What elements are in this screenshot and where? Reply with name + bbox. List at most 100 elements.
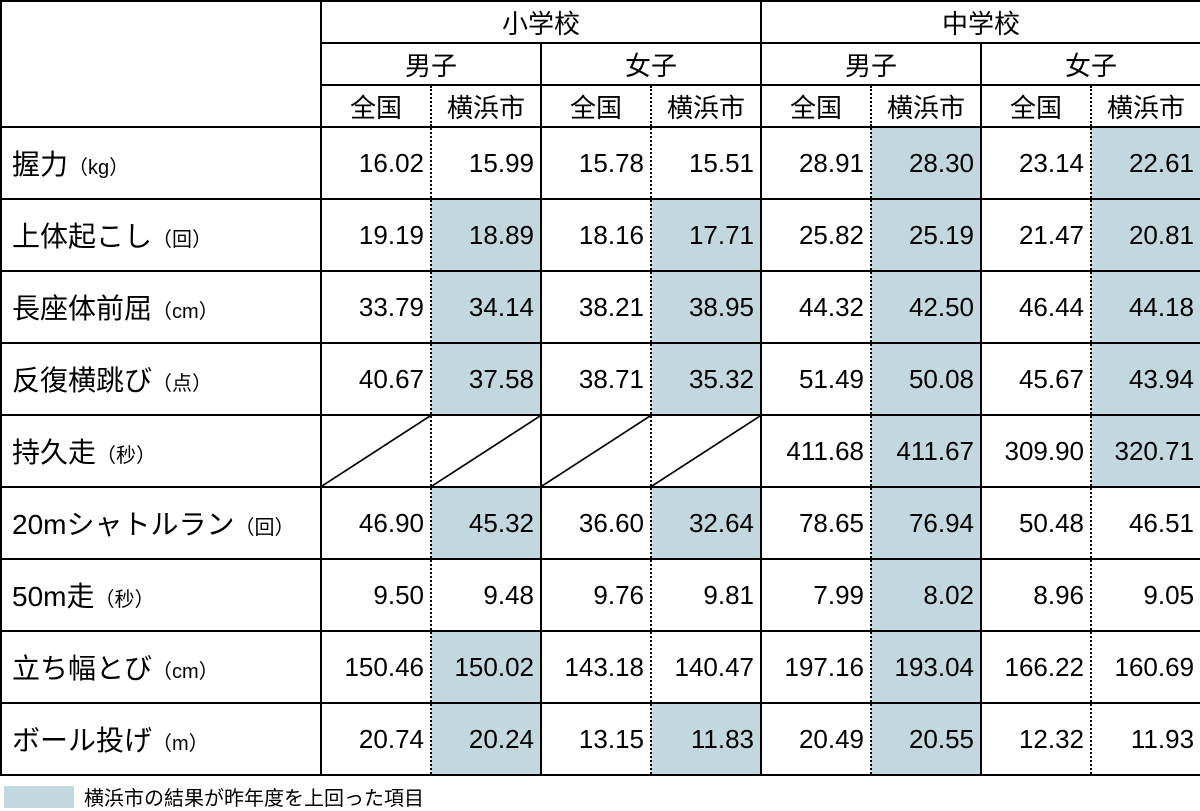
cell-national: 143.18 — [541, 631, 651, 703]
header-col-national: 全国 — [981, 85, 1091, 127]
cell-city: 45.32 — [431, 487, 541, 559]
cell-city: 22.61 — [1091, 127, 1200, 199]
cell-city: 18.89 — [431, 199, 541, 271]
header-col-national: 全国 — [761, 85, 871, 127]
cell-national: 411.68 — [761, 415, 871, 487]
cell-national: 23.14 — [981, 127, 1091, 199]
row-label-text: 持久走 — [12, 437, 96, 468]
cell-city: 38.95 — [651, 271, 761, 343]
cell-national: 51.49 — [761, 343, 871, 415]
row-label: 握力（kg） — [1, 127, 321, 199]
row-label-unit: （cm） — [152, 661, 219, 683]
cell-city: 35.32 — [651, 343, 761, 415]
cell-national: 8.96 — [981, 559, 1091, 631]
header-col-city: 横浜市 — [871, 85, 981, 127]
header-col-city: 横浜市 — [431, 85, 541, 127]
cell-national: 38.21 — [541, 271, 651, 343]
row-label-text: 長座体前屈 — [12, 293, 152, 324]
table-row: 持久走（秒）411.68411.67309.90320.71 — [1, 415, 1200, 487]
header-col-city: 横浜市 — [1091, 85, 1200, 127]
cell-national: 25.82 — [761, 199, 871, 271]
cell-national: 150.46 — [321, 631, 431, 703]
cell-national: 197.16 — [761, 631, 871, 703]
cell-national: 16.02 — [321, 127, 431, 199]
legend: 横浜市の結果が昨年度を上回った項目 — [0, 782, 1200, 811]
cell-city: 160.69 — [1091, 631, 1200, 703]
header-elem-boys: 男子 — [321, 43, 541, 85]
table-row: 上体起こし（回）19.1918.8918.1617.7125.8225.1921… — [1, 199, 1200, 271]
cell-city: 46.51 — [1091, 487, 1200, 559]
cell-city: 8.02 — [871, 559, 981, 631]
cell-national: 50.48 — [981, 487, 1091, 559]
row-label: 反復横跳び（点） — [1, 343, 321, 415]
row-label: 20mシャトルラン（回） — [1, 487, 321, 559]
row-label-unit: （回） — [234, 517, 294, 539]
header-elementary: 小学校 — [321, 1, 761, 43]
cell-national: 38.71 — [541, 343, 651, 415]
row-label-unit: （m） — [152, 733, 209, 755]
cell-city: 25.19 — [871, 199, 981, 271]
row-label-text: 立ち幅とび — [12, 653, 152, 684]
cell-city: 140.47 — [651, 631, 761, 703]
table-row: 50m走（秒）9.509.489.769.817.998.028.969.05 — [1, 559, 1200, 631]
cell-city: 411.67 — [871, 415, 981, 487]
row-label-unit: （秒） — [94, 589, 154, 611]
cell-national: 309.90 — [981, 415, 1091, 487]
header-blank — [1, 1, 321, 127]
cell-national: 20.74 — [321, 703, 431, 775]
cell-city: 43.94 — [1091, 343, 1200, 415]
cell-national: 44.32 — [761, 271, 871, 343]
table-row: 長座体前屈（cm）33.7934.1438.2138.9544.3242.504… — [1, 271, 1200, 343]
cell-national — [541, 415, 651, 487]
cell-city: 9.48 — [431, 559, 541, 631]
cell-city: 9.05 — [1091, 559, 1200, 631]
cell-city: 11.83 — [651, 703, 761, 775]
cell-national: 12.32 — [981, 703, 1091, 775]
cell-city: 42.50 — [871, 271, 981, 343]
row-label-text: 反復横跳び — [12, 365, 152, 396]
cell-national: 13.15 — [541, 703, 651, 775]
cell-city: 20.81 — [1091, 199, 1200, 271]
row-label-text: 50m走 — [12, 581, 94, 612]
row-label: 持久走（秒） — [1, 415, 321, 487]
cell-national: 45.67 — [981, 343, 1091, 415]
row-label-unit: （秒） — [96, 445, 156, 467]
row-label-text: ボール投げ — [12, 725, 152, 756]
cell-national: 21.47 — [981, 199, 1091, 271]
cell-city: 17.71 — [651, 199, 761, 271]
row-label-unit: （kg） — [68, 157, 129, 179]
cell-national: 20.49 — [761, 703, 871, 775]
cell-city: 9.81 — [651, 559, 761, 631]
header-col-national: 全国 — [321, 85, 431, 127]
legend-swatch — [4, 786, 74, 808]
row-label-unit: （cm） — [152, 301, 219, 323]
cell-city: 44.18 — [1091, 271, 1200, 343]
cell-national: 9.50 — [321, 559, 431, 631]
cell-national: 19.19 — [321, 199, 431, 271]
cell-national: 40.67 — [321, 343, 431, 415]
header-jr-girls: 女子 — [981, 43, 1200, 85]
row-label-text: 20mシャトルラン — [12, 509, 234, 540]
cell-city: 34.14 — [431, 271, 541, 343]
row-label: 上体起こし（回） — [1, 199, 321, 271]
table-row: 20mシャトルラン（回）46.9045.3236.6032.6478.6576.… — [1, 487, 1200, 559]
cell-national: 166.22 — [981, 631, 1091, 703]
cell-national — [321, 415, 431, 487]
row-label: 長座体前屈（cm） — [1, 271, 321, 343]
header-junior: 中学校 — [761, 1, 1200, 43]
cell-national: 33.79 — [321, 271, 431, 343]
row-label: ボール投げ（m） — [1, 703, 321, 775]
cell-city: 32.64 — [651, 487, 761, 559]
cell-national: 36.60 — [541, 487, 651, 559]
cell-national: 9.76 — [541, 559, 651, 631]
header-jr-boys: 男子 — [761, 43, 981, 85]
cell-city: 37.58 — [431, 343, 541, 415]
row-label-text: 上体起こし — [12, 221, 152, 252]
table-row: 反復横跳び（点）40.6737.5838.7135.3251.4950.0845… — [1, 343, 1200, 415]
cell-city: 150.02 — [431, 631, 541, 703]
cell-national: 15.78 — [541, 127, 651, 199]
cell-city: 76.94 — [871, 487, 981, 559]
row-label-unit: （回） — [152, 229, 212, 251]
cell-national: 46.44 — [981, 271, 1091, 343]
cell-city: 20.24 — [431, 703, 541, 775]
